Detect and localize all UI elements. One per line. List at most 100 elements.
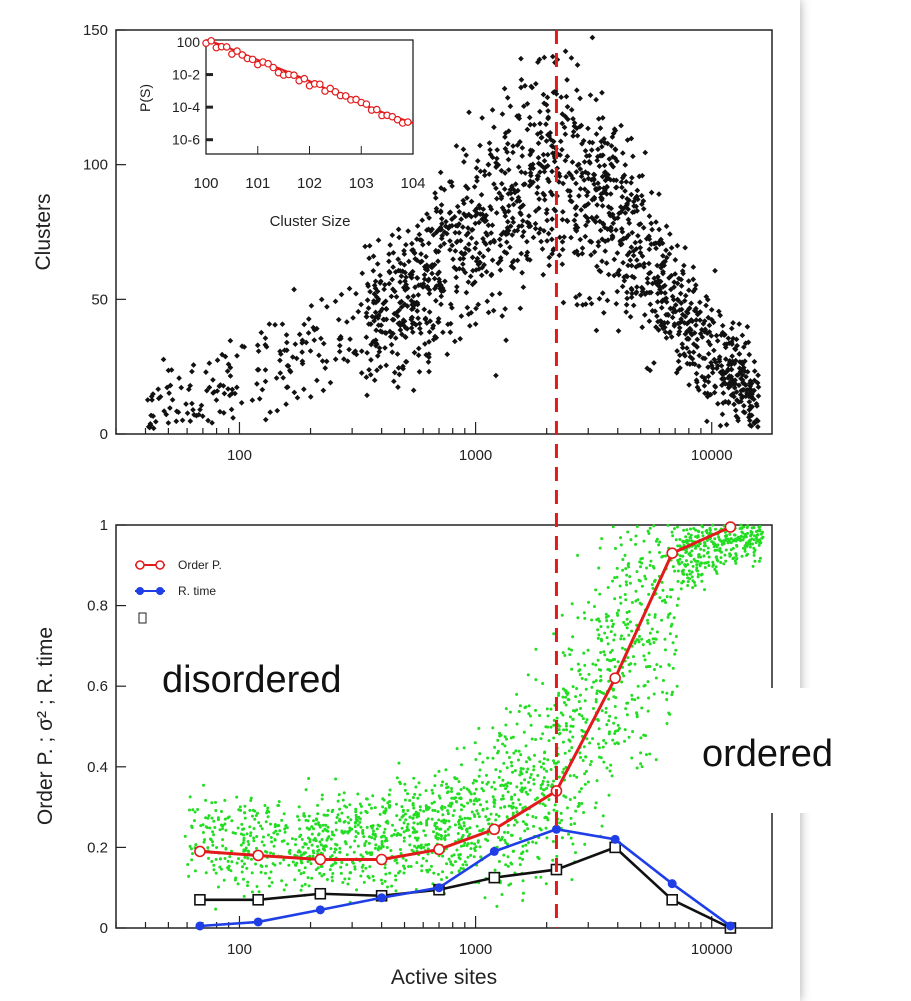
green-point bbox=[370, 836, 374, 840]
green-point bbox=[615, 575, 619, 579]
cluster-point bbox=[381, 300, 387, 306]
cluster-point bbox=[688, 317, 695, 323]
cluster-point bbox=[719, 411, 726, 418]
cluster-point bbox=[564, 77, 570, 83]
green-point bbox=[533, 798, 537, 802]
cluster-point bbox=[586, 158, 593, 165]
green-point bbox=[602, 650, 606, 654]
green-point bbox=[541, 681, 545, 685]
green-point bbox=[237, 808, 241, 812]
cluster-point bbox=[527, 178, 534, 185]
cluster-point bbox=[543, 210, 550, 216]
green-point bbox=[321, 847, 325, 851]
green-point bbox=[570, 878, 574, 882]
cluster-point bbox=[726, 373, 733, 379]
cluster-point bbox=[606, 210, 613, 217]
cluster-point bbox=[510, 143, 516, 149]
green-point bbox=[650, 583, 654, 587]
green-point bbox=[584, 769, 588, 773]
green-point bbox=[502, 761, 506, 765]
cluster-point bbox=[520, 228, 527, 235]
green-point bbox=[331, 832, 335, 836]
cluster-point bbox=[589, 139, 596, 146]
cluster-point bbox=[638, 192, 645, 199]
green-point bbox=[604, 615, 608, 619]
cluster-point bbox=[715, 362, 721, 369]
green-point bbox=[333, 850, 337, 854]
green-point bbox=[674, 538, 678, 542]
green-point bbox=[660, 580, 664, 584]
cluster-point bbox=[654, 290, 661, 297]
cluster-point bbox=[612, 146, 619, 153]
cluster-point bbox=[686, 305, 693, 311]
green-point bbox=[364, 797, 368, 801]
green-point bbox=[658, 596, 662, 600]
cluster-point bbox=[531, 121, 538, 128]
cluster-point bbox=[548, 143, 555, 149]
cluster-point bbox=[536, 56, 543, 63]
green-point bbox=[312, 851, 316, 855]
green-point bbox=[603, 653, 607, 657]
cluster-point bbox=[675, 320, 681, 327]
cluster-point bbox=[751, 396, 757, 403]
green-point bbox=[625, 583, 629, 587]
green-point bbox=[681, 554, 685, 558]
green-point bbox=[347, 877, 351, 881]
green-point bbox=[250, 814, 254, 818]
cluster-point bbox=[324, 303, 330, 310]
green-point bbox=[670, 693, 674, 697]
green-point bbox=[326, 829, 330, 833]
cluster-point bbox=[267, 409, 274, 416]
green-point bbox=[642, 733, 646, 737]
cluster-point bbox=[607, 191, 614, 197]
cluster-point bbox=[469, 254, 476, 261]
cluster-point bbox=[621, 277, 628, 284]
cluster-point bbox=[549, 216, 555, 222]
cluster-point bbox=[367, 288, 373, 295]
cluster-point bbox=[538, 134, 545, 141]
cluster-point bbox=[692, 361, 698, 368]
green-point bbox=[398, 780, 402, 784]
cluster-point bbox=[562, 157, 569, 164]
green-point bbox=[634, 542, 638, 546]
green-point bbox=[715, 548, 719, 552]
green-point bbox=[578, 790, 582, 794]
cluster-point bbox=[710, 365, 716, 372]
cluster-point bbox=[670, 305, 677, 312]
green-point bbox=[559, 711, 563, 715]
cluster-point bbox=[599, 258, 605, 265]
green-point bbox=[243, 855, 247, 859]
cluster-point bbox=[214, 357, 221, 364]
green-point bbox=[437, 769, 441, 773]
green-point bbox=[513, 818, 517, 822]
cluster-point bbox=[403, 241, 409, 248]
green-point bbox=[564, 695, 568, 699]
green-point bbox=[700, 579, 704, 583]
green-point bbox=[592, 680, 596, 684]
green-point bbox=[551, 858, 555, 862]
cluster-point bbox=[165, 420, 172, 426]
square-point bbox=[314, 887, 327, 900]
cluster-point bbox=[401, 318, 408, 325]
green-point bbox=[431, 808, 435, 812]
green-point bbox=[241, 841, 245, 845]
green-point bbox=[452, 853, 456, 857]
green-point bbox=[517, 710, 521, 714]
green-point bbox=[607, 719, 611, 723]
cluster-point bbox=[662, 329, 669, 335]
green-point bbox=[425, 859, 429, 863]
cluster-point bbox=[457, 335, 464, 342]
cluster-point bbox=[589, 34, 596, 41]
cluster-point bbox=[717, 422, 724, 429]
green-point bbox=[445, 791, 449, 795]
green-point bbox=[194, 843, 198, 847]
green-point bbox=[395, 814, 399, 818]
green-point bbox=[511, 801, 515, 805]
cluster-point bbox=[447, 246, 453, 253]
cluster-point bbox=[562, 113, 569, 120]
green-point bbox=[592, 707, 596, 711]
green-point bbox=[504, 737, 508, 741]
cluster-point bbox=[672, 302, 679, 308]
green-point bbox=[460, 803, 464, 807]
cluster-point bbox=[681, 320, 688, 326]
